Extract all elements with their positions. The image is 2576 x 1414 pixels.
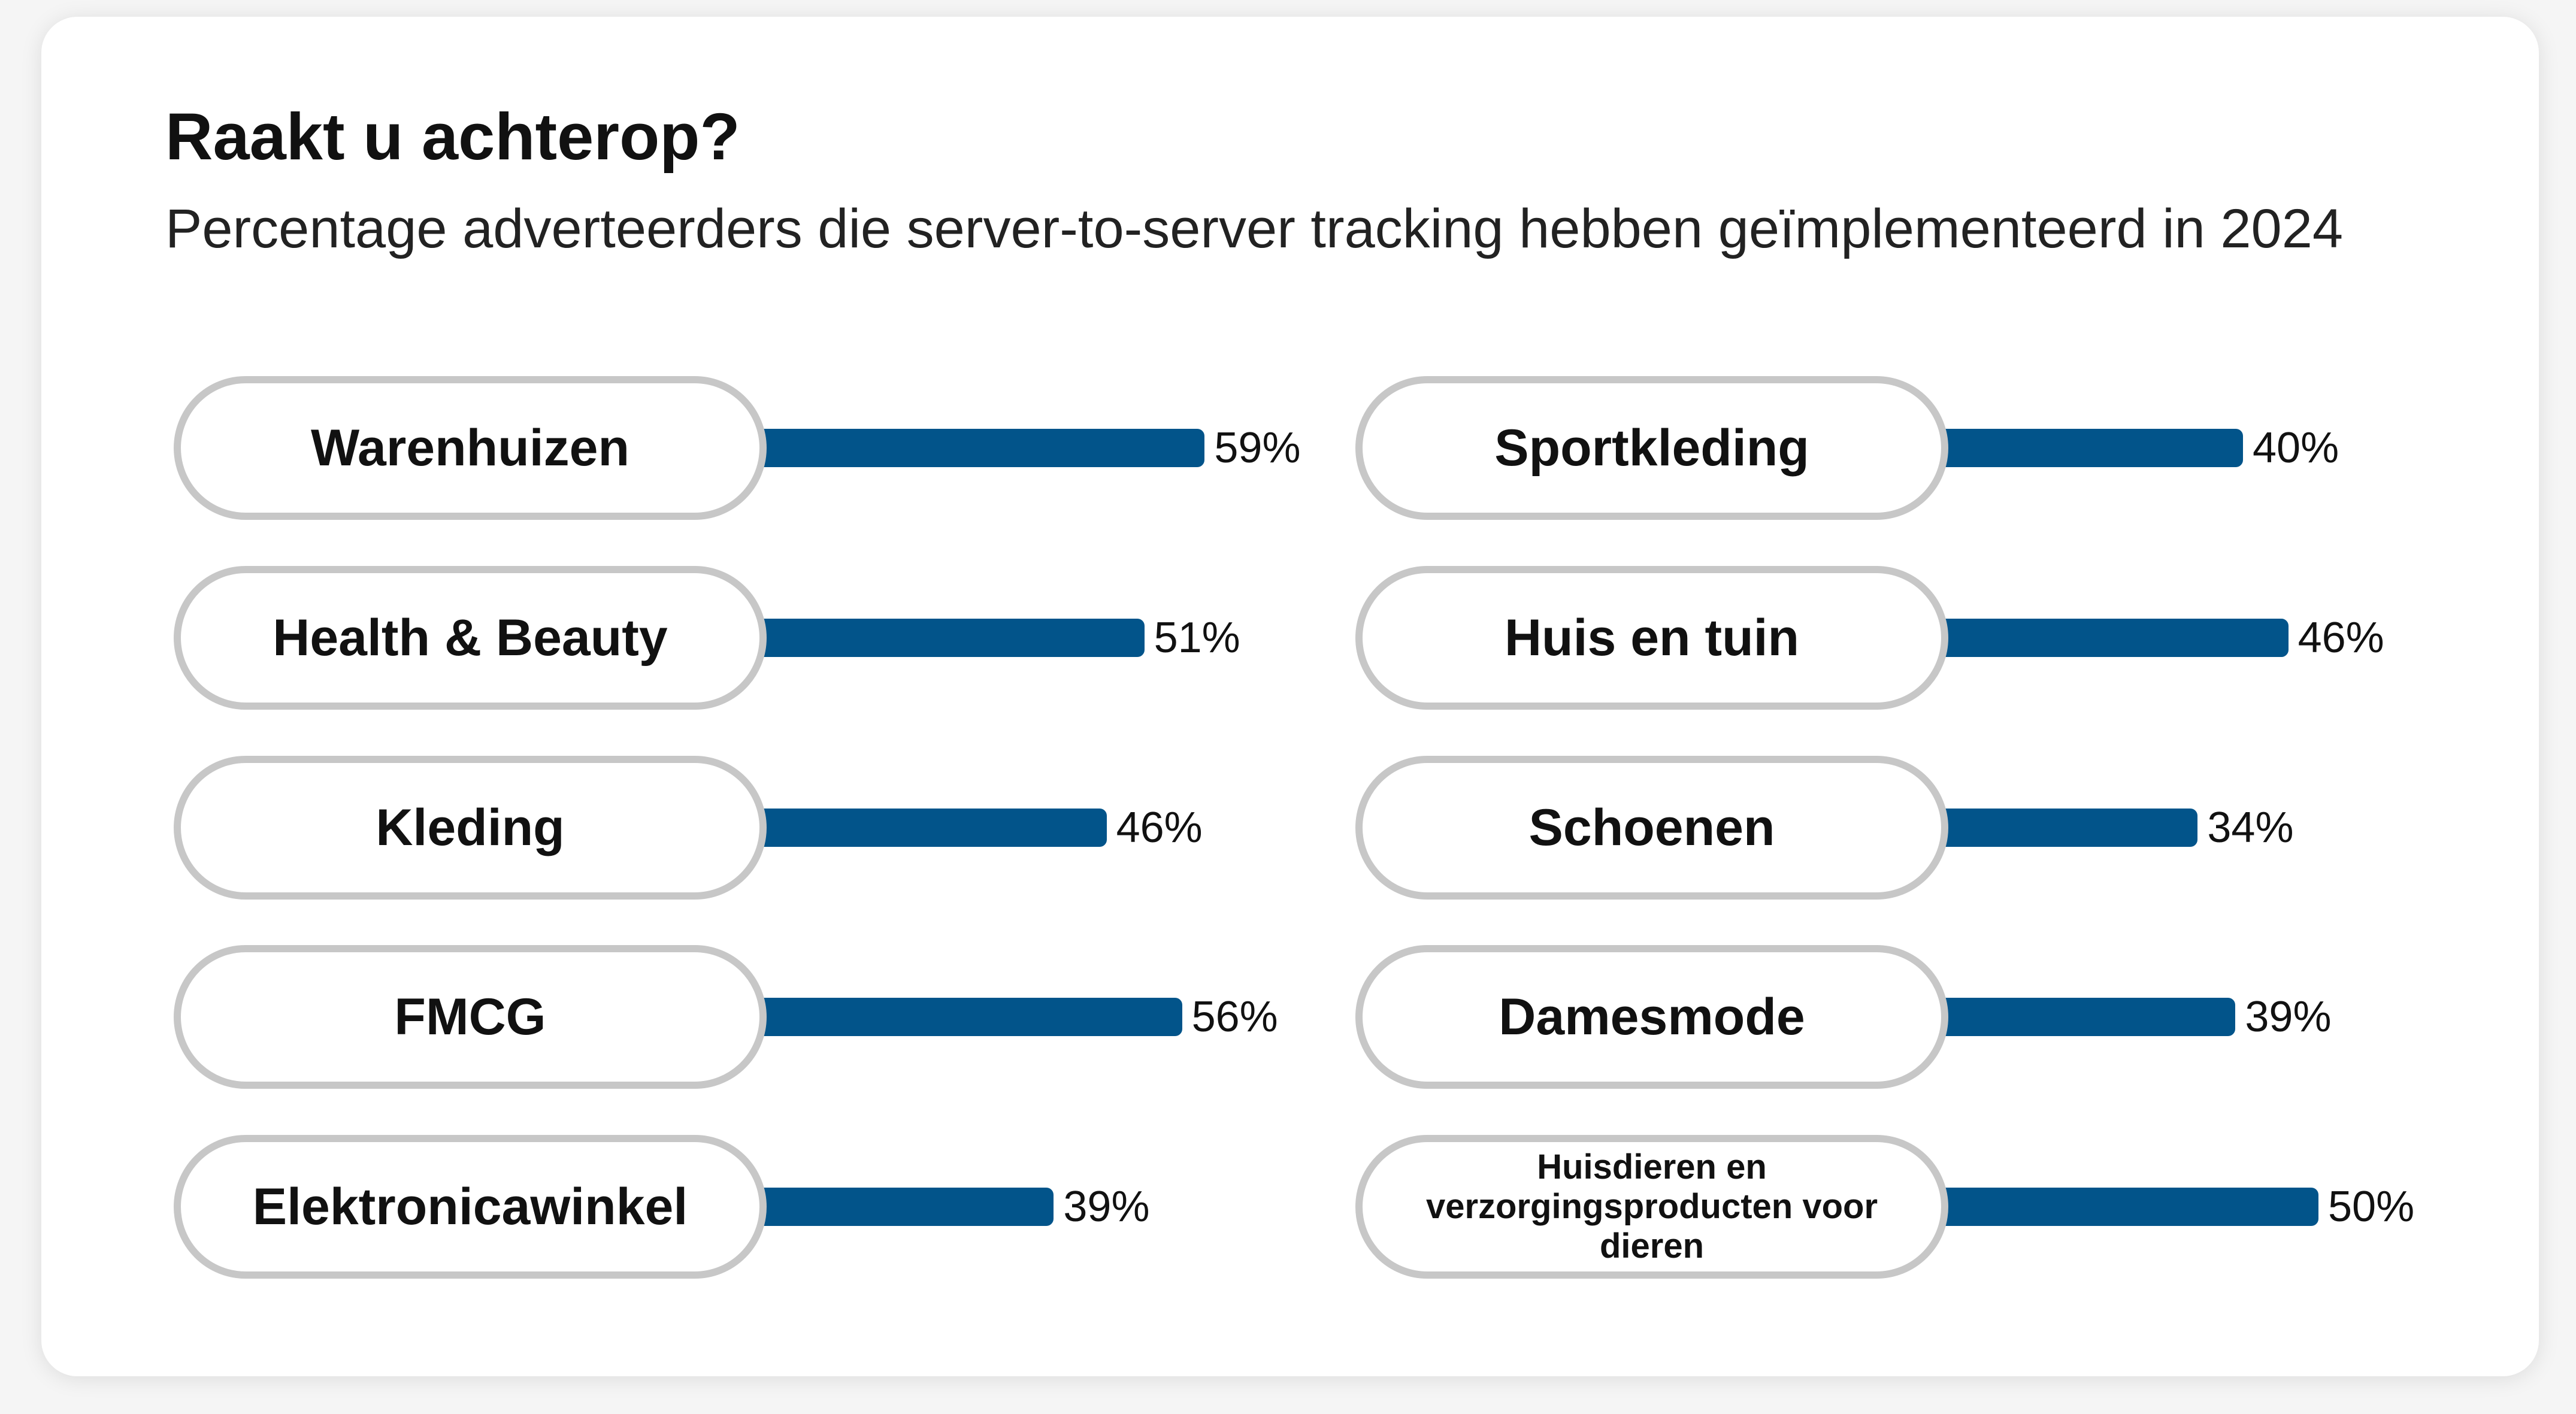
category-label-text: Damesmode — [1499, 988, 1805, 1046]
value-label-elektronicawinkel: 39% — [1063, 1183, 1150, 1231]
category-label-text: Huis en tuin — [1504, 609, 1800, 667]
category-label-text: Sportkleding — [1494, 419, 1809, 477]
chart-title: Raakt u achterop? — [165, 100, 740, 174]
bar-elektronicawinkel — [759, 1188, 1054, 1226]
category-label-damesmode: Damesmode — [1355, 945, 1948, 1089]
category-label-text: Warenhuizen — [311, 419, 629, 477]
chart-subtitle: Percentage adverteerders die server-to-s… — [165, 198, 2344, 259]
bar-schoenen — [1941, 809, 2198, 847]
value-label-huis-en-tuin: 46% — [2297, 614, 2384, 662]
bar-warenhuizen — [759, 429, 1205, 467]
value-label-warenhuizen: 59% — [1214, 424, 1301, 472]
category-label-huisdieren-en-verzorgingsproducten-voor-dieren: Huisdieren en verzorgingsproducten voor … — [1355, 1135, 1948, 1279]
category-label-text: FMCG — [394, 988, 546, 1046]
bar-fmcg — [759, 998, 1182, 1036]
bar-damesmode — [1941, 998, 2236, 1036]
value-label-sportkleding: 40% — [2253, 424, 2339, 472]
bar-huisdieren-en-verzorgingsproducten-voor-dieren — [1941, 1188, 2318, 1226]
category-label-text: Health & Beauty — [273, 609, 668, 667]
category-label-text: Huisdieren en verzorgingsproducten voor … — [1425, 1147, 1878, 1266]
value-label-fmcg: 56% — [1191, 993, 1278, 1041]
bar-sportkleding — [1941, 429, 2243, 467]
value-label-kleding: 46% — [1116, 804, 1203, 852]
category-label-health-and-beauty: Health & Beauty — [174, 566, 767, 710]
category-label-schoenen: Schoenen — [1355, 756, 1948, 900]
category-label-huis-en-tuin: Huis en tuin — [1355, 566, 1948, 710]
value-label-health-and-beauty: 51% — [1154, 614, 1240, 662]
category-label-text: Schoenen — [1528, 799, 1775, 856]
category-label-sportkleding: Sportkleding — [1355, 376, 1948, 520]
category-label-text: Elektronicawinkel — [252, 1178, 688, 1236]
value-label-huisdieren-en-verzorgingsproducten-voor-dieren: 50% — [2328, 1183, 2415, 1231]
category-label-elektronicawinkel: Elektronicawinkel — [174, 1135, 767, 1279]
value-label-schoenen: 34% — [2207, 804, 2294, 852]
value-label-damesmode: 39% — [2245, 993, 2332, 1041]
category-label-kleding: Kleding — [174, 756, 767, 900]
category-label-text: Kleding — [376, 799, 565, 856]
bar-health-and-beauty — [759, 619, 1145, 657]
category-label-warenhuizen: Warenhuizen — [174, 376, 767, 520]
bar-huis-en-tuin — [1941, 619, 2289, 657]
bar-kleding — [759, 809, 1107, 847]
category-label-fmcg: FMCG — [174, 945, 767, 1089]
